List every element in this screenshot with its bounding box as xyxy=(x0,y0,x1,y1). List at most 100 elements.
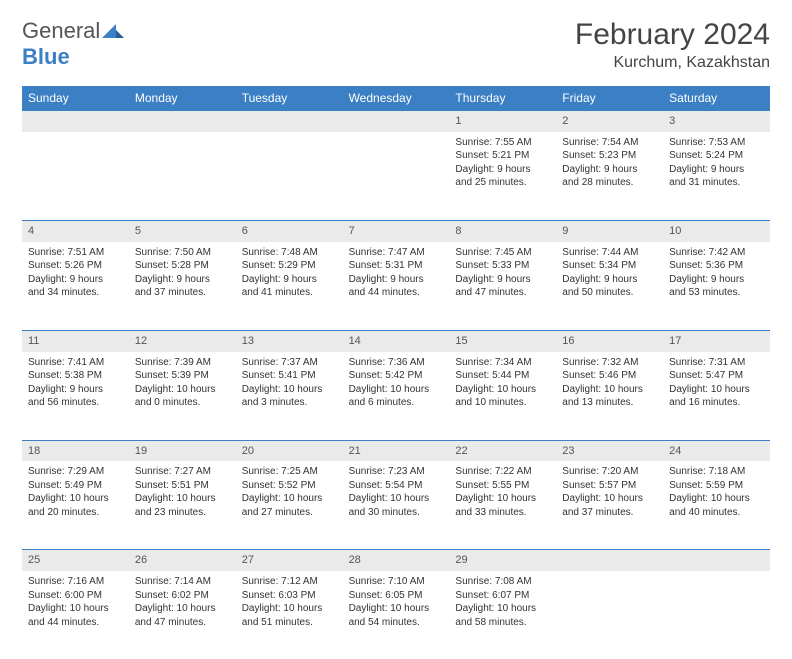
sunrise: Sunrise: 7:41 AM xyxy=(28,356,123,370)
sunrise: Sunrise: 7:51 AM xyxy=(28,246,123,260)
sunset: Sunset: 5:36 PM xyxy=(669,259,764,273)
sunset: Sunset: 6:03 PM xyxy=(242,589,337,603)
day-cell xyxy=(343,132,450,220)
logo: GeneralBlue xyxy=(22,18,124,70)
daylight1: Daylight: 10 hours xyxy=(349,383,444,397)
daylight2: and 16 minutes. xyxy=(669,396,764,410)
title-block: February 2024 Kurchum, Kazakhstan xyxy=(575,18,770,72)
day-number-row: 18192021222324 xyxy=(22,440,770,462)
day-number: 12 xyxy=(129,331,236,352)
day-number: 16 xyxy=(556,331,663,352)
day-number: 14 xyxy=(343,331,450,352)
daylight2: and 31 minutes. xyxy=(669,176,764,190)
daylight1: Daylight: 9 hours xyxy=(135,273,230,287)
day-cell: Sunrise: 7:22 AMSunset: 5:55 PMDaylight:… xyxy=(449,461,556,549)
location: Kurchum, Kazakhstan xyxy=(575,54,770,72)
sunrise: Sunrise: 7:44 AM xyxy=(562,246,657,260)
daylight2: and 3 minutes. xyxy=(242,396,337,410)
sunset: Sunset: 5:51 PM xyxy=(135,479,230,493)
day-number: 19 xyxy=(129,441,236,462)
sunset: Sunset: 6:07 PM xyxy=(455,589,550,603)
day-number: 21 xyxy=(343,441,450,462)
day-cell: Sunrise: 7:39 AMSunset: 5:39 PMDaylight:… xyxy=(129,352,236,440)
sunset: Sunset: 5:54 PM xyxy=(349,479,444,493)
day-cell: Sunrise: 7:44 AMSunset: 5:34 PMDaylight:… xyxy=(556,242,663,330)
sunset: Sunset: 6:00 PM xyxy=(28,589,123,603)
daylight1: Daylight: 10 hours xyxy=(562,383,657,397)
week-row: Sunrise: 7:41 AMSunset: 5:38 PMDaylight:… xyxy=(22,352,770,440)
sunset: Sunset: 5:38 PM xyxy=(28,369,123,383)
week-row: Sunrise: 7:16 AMSunset: 6:00 PM Daylight:… xyxy=(22,571,770,659)
daylight2: and 53 minutes. xyxy=(669,286,764,300)
sunset: Sunset: 5:52 PM xyxy=(242,479,337,493)
daylight2: and 34 minutes. xyxy=(28,286,123,300)
daylight1: Daylight: 10 hours xyxy=(669,492,764,506)
sunset: Sunset: 5:42 PM xyxy=(349,369,444,383)
daylight1: Daylight: 10 hours xyxy=(455,492,550,506)
sunset: Sunset: 5:39 PM xyxy=(135,369,230,383)
sunrise: Sunrise: 7:32 AM xyxy=(562,356,657,370)
day-number xyxy=(343,111,450,132)
daylight2: and 23 minutes. xyxy=(135,506,230,520)
sunrise: Sunrise: 7:48 AM xyxy=(242,246,337,260)
day-cell: Sunrise: 7:32 AMSunset: 5:46 PMDaylight:… xyxy=(556,352,663,440)
daylight2: and 28 minutes. xyxy=(562,176,657,190)
month-title: February 2024 xyxy=(575,18,770,52)
day-number: 3 xyxy=(663,111,770,132)
daylight2: and 50 minutes. xyxy=(562,286,657,300)
weeks-container: 12 3Sunrise: 7:55 AMSunset: 5:21 PMDaylig… xyxy=(22,110,770,659)
day-cell: Sunrise: 7:34 AMSunset: 5:44 PMDaylight:… xyxy=(449,352,556,440)
day-number: 18 xyxy=(22,441,129,462)
day-number: 27 xyxy=(236,550,343,571)
daylight2: and 58 minutes. xyxy=(455,616,550,630)
day-cell: Sunrise: 7:36 AMSunset: 5:42 PMDaylight:… xyxy=(343,352,450,440)
sunset: Sunset: 5:31 PM xyxy=(349,259,444,273)
daylight1: Daylight: 9 hours xyxy=(28,383,123,397)
daylight2: and 44 minutes. xyxy=(349,286,444,300)
day-number: 26 xyxy=(129,550,236,571)
sunrise: Sunrise: 7:29 AM xyxy=(28,465,123,479)
daylight1: Daylight: 10 hours xyxy=(242,602,337,616)
daylight2: and 10 minutes. xyxy=(455,396,550,410)
daylight1: Daylight: 9 hours xyxy=(562,273,657,287)
sunrise: Sunrise: 7:25 AM xyxy=(242,465,337,479)
daylight2: and 54 minutes. xyxy=(349,616,444,630)
day-cell xyxy=(556,571,663,659)
sunrise: Sunrise: 7:47 AM xyxy=(349,246,444,260)
logo-sail-icon xyxy=(102,18,124,44)
day-cell: Sunrise: 7:48 AMSunset: 5:29 PMDaylight:… xyxy=(236,242,343,330)
daylight2: and 37 minutes. xyxy=(135,286,230,300)
daylight1: Daylight: 10 hours xyxy=(135,492,230,506)
sunrise: Sunrise: 7:16 AM xyxy=(28,575,123,589)
day-cell: Sunrise: 7:31 AMSunset: 5:47 PMDaylight:… xyxy=(663,352,770,440)
logo-text: GeneralBlue xyxy=(22,18,124,70)
week-row: Sunrise: 7:55 AMSunset: 5:21 PMDaylight:… xyxy=(22,132,770,220)
day-cell: Sunrise: 7:53 AMSunset: 5:24 PMDaylight:… xyxy=(663,132,770,220)
day-cell xyxy=(236,132,343,220)
day-number: 6 xyxy=(236,221,343,242)
day-number-row: 2526272829 xyxy=(22,549,770,571)
daylight2: and 30 minutes. xyxy=(349,506,444,520)
day-number: 28 xyxy=(343,550,450,571)
day-cell: Sunrise: 7:50 AMSunset: 5:28 PMDaylight:… xyxy=(129,242,236,330)
sunset: Sunset: 5:26 PM xyxy=(28,259,123,273)
day-number-row: 45678910 xyxy=(22,220,770,242)
sunrise: Sunrise: 7:22 AM xyxy=(455,465,550,479)
sunset: Sunset: 5:59 PM xyxy=(669,479,764,493)
dow-saturday: Saturday xyxy=(663,86,770,110)
daylight1: Daylight: 9 hours xyxy=(349,273,444,287)
daylight1: Daylight: 10 hours xyxy=(349,602,444,616)
day-number: 10 xyxy=(663,221,770,242)
day-cell: Sunrise: 7:10 AMSunset: 6:05 PMDaylight:… xyxy=(343,571,450,659)
day-number xyxy=(129,111,236,132)
sunrise: Sunrise: 7:18 AM xyxy=(669,465,764,479)
day-cell: Sunrise: 7:08 AMSunset: 6:07 PMDaylight:… xyxy=(449,571,556,659)
daylight2: and 20 minutes. xyxy=(28,506,123,520)
day-number xyxy=(22,111,129,132)
sunset: Sunset: 5:28 PM xyxy=(135,259,230,273)
daylight2: and 13 minutes. xyxy=(562,396,657,410)
sunset: Sunset: 5:24 PM xyxy=(669,149,764,163)
day-number: 4 xyxy=(22,221,129,242)
sunrise: Sunrise: 7:23 AM xyxy=(349,465,444,479)
day-number: 9 xyxy=(556,221,663,242)
